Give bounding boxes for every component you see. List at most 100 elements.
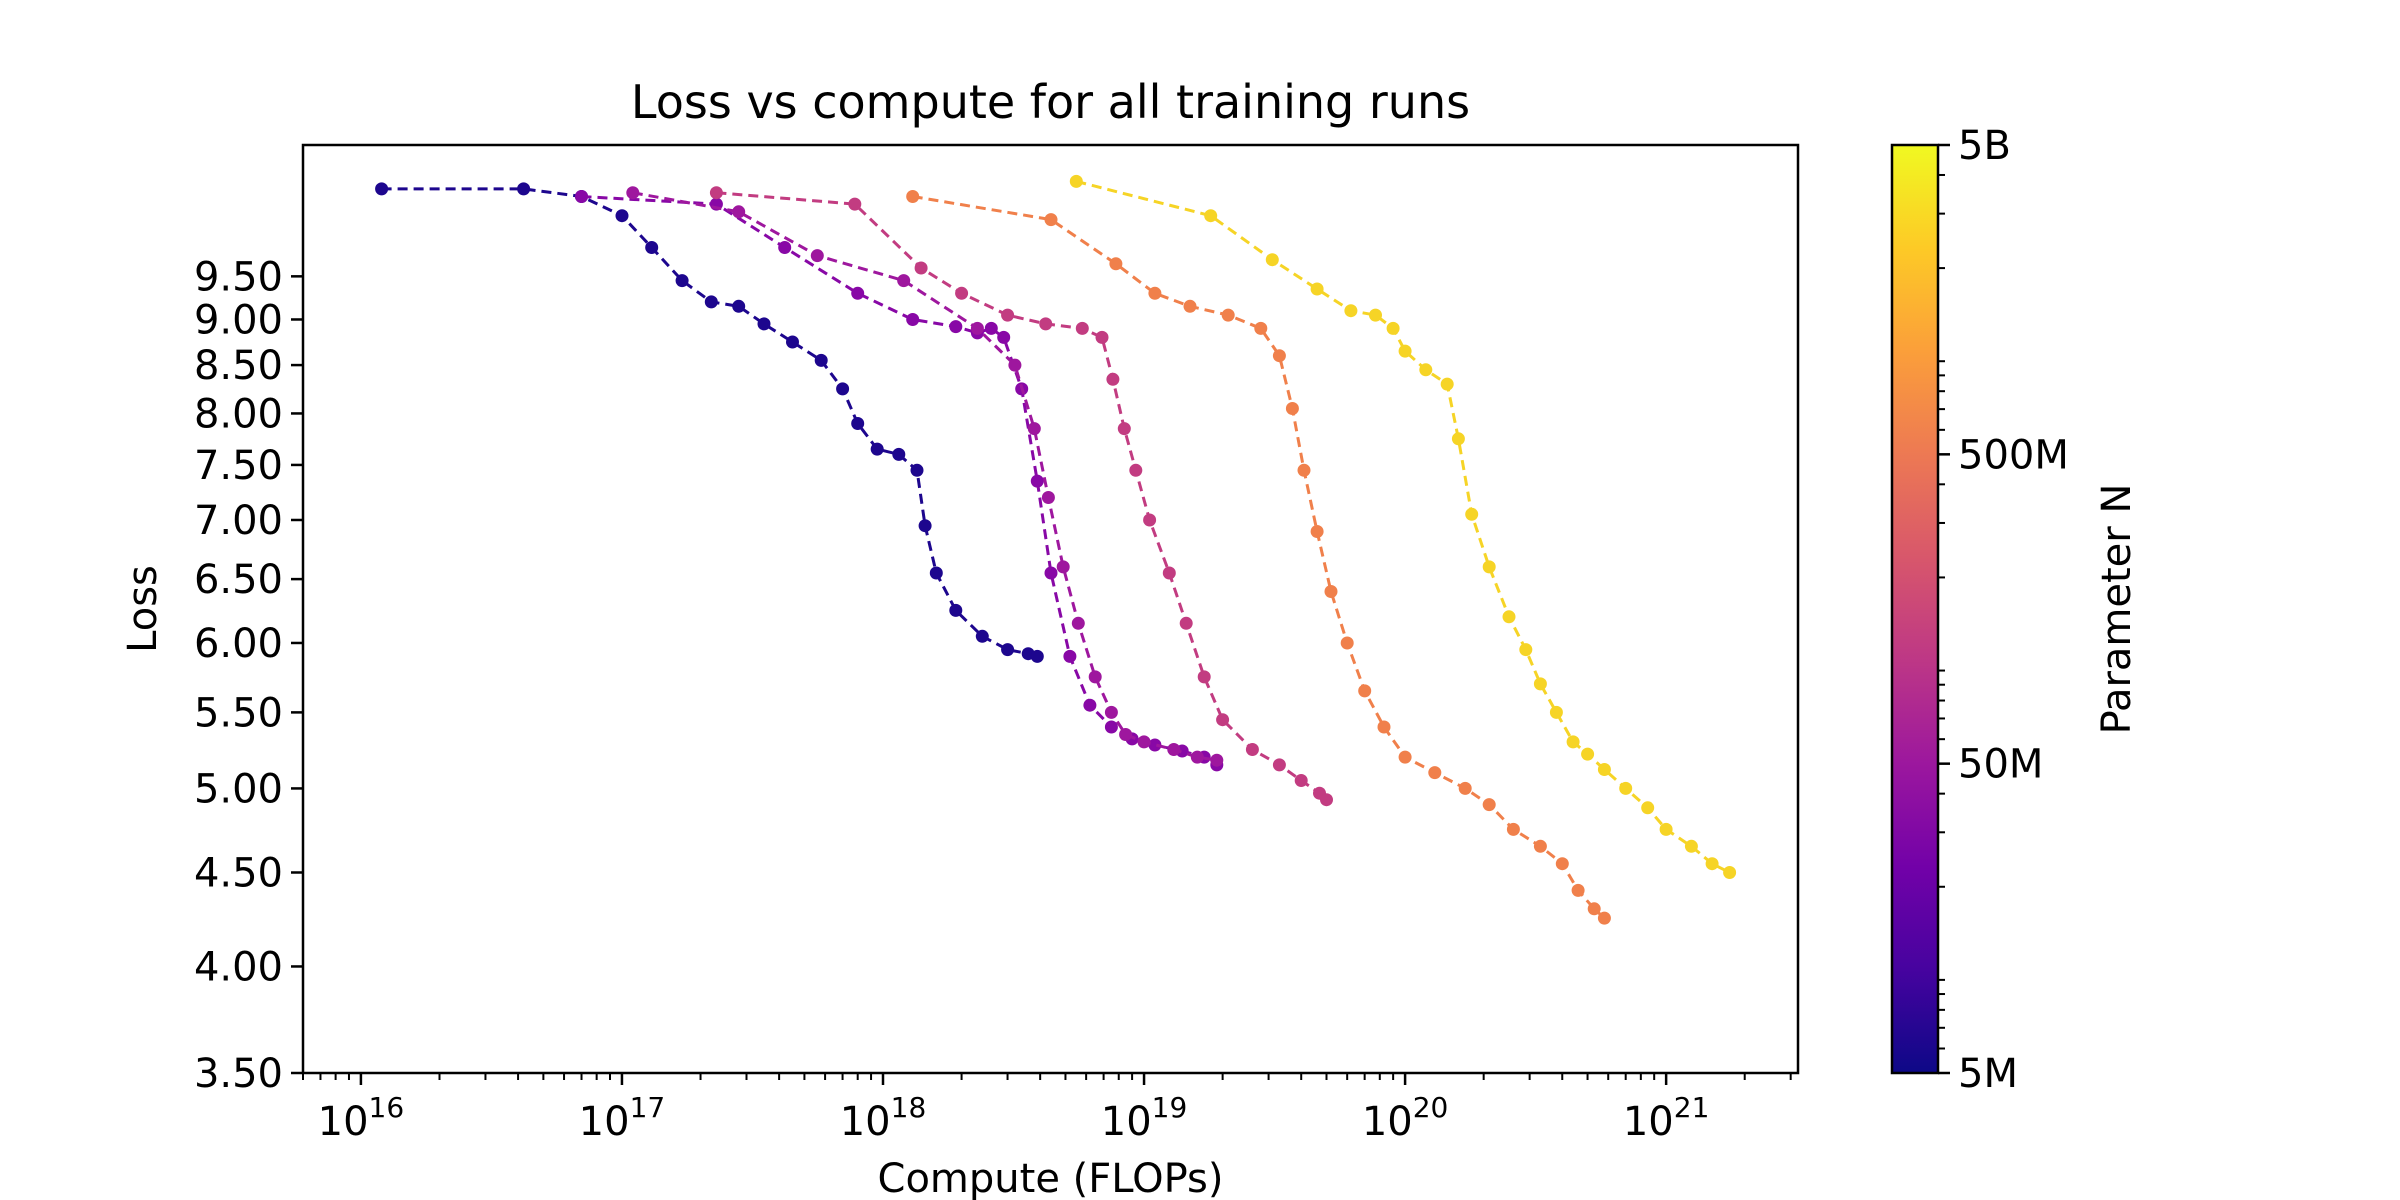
data-point: [1506, 822, 1520, 836]
y-tick-label: 9.50: [194, 254, 283, 300]
colorbar-tick-label: 500M: [1958, 432, 2069, 478]
series-6: [1069, 174, 1737, 879]
data-point: [517, 182, 531, 196]
data-point: [984, 321, 998, 335]
data-point: [1641, 801, 1655, 815]
data-point: [1148, 738, 1162, 752]
data-point: [1597, 763, 1611, 776]
colorbar-label: Parameter N: [2094, 484, 2140, 735]
chart-title: Loss vs compute for all training runs: [631, 75, 1470, 129]
data-point: [1294, 774, 1308, 787]
data-point: [955, 286, 969, 300]
y-tick-label: 8.00: [194, 391, 283, 437]
x-tick-label: 1016: [318, 1091, 405, 1145]
data-point: [1109, 257, 1123, 271]
data-point: [1398, 750, 1412, 764]
data-point: [1095, 330, 1109, 344]
data-point: [906, 190, 920, 203]
data-point: [1063, 649, 1077, 663]
data-point: [1358, 684, 1372, 698]
data-point: [778, 241, 792, 254]
series-3: [626, 186, 1224, 767]
series-1: [375, 182, 1044, 663]
data-point: [1482, 560, 1496, 574]
series-5: [906, 190, 1611, 925]
data-point: [1465, 507, 1479, 521]
data-point: [1106, 372, 1120, 386]
data-point: [1705, 857, 1719, 871]
y-axis-label: Loss: [120, 565, 166, 653]
y-tick-label: 7.50: [194, 443, 283, 489]
data-point: [1458, 781, 1472, 795]
y-tick-label: 4.50: [194, 850, 283, 896]
y-tick-label: 3.50: [194, 1051, 283, 1097]
colorbar-tick-label: 5M: [1958, 1051, 2018, 1097]
data-point: [1659, 822, 1673, 836]
data-point: [851, 417, 865, 430]
data-point: [1148, 286, 1162, 300]
data-point: [1369, 308, 1382, 322]
y-tick-label: 6.00: [194, 621, 283, 667]
data-point: [1088, 670, 1102, 684]
data-point: [1398, 344, 1412, 358]
data-point: [1008, 358, 1022, 372]
data-point: [1137, 735, 1151, 749]
x-tick-label: 1020: [1362, 1091, 1449, 1145]
data-point: [1167, 743, 1181, 756]
y-tick-label: 5.50: [194, 690, 283, 736]
data-point: [892, 447, 906, 461]
data-point: [1297, 463, 1311, 477]
data-point: [1285, 402, 1299, 415]
data-point: [1210, 753, 1224, 767]
y-tick-label: 6.50: [194, 557, 283, 603]
data-point: [810, 249, 824, 263]
data-point: [1083, 698, 1097, 712]
data-point: [375, 182, 389, 196]
data-point: [615, 209, 629, 223]
y-axis: 3.50 4.00 4.50 5.00 5.50 6.00 6.50 7.00 7.50 8.00…: [194, 254, 303, 1097]
series-4: [709, 186, 1333, 807]
data-point: [1044, 566, 1058, 580]
data-point: [1071, 616, 1085, 630]
colorbar-ticks: 5M 50M 500M 5B: [1938, 123, 2069, 1097]
data-point: [1502, 610, 1516, 624]
data-point: [1549, 705, 1563, 719]
data-point: [1069, 174, 1083, 188]
data-point: [1419, 363, 1433, 377]
data-point: [870, 442, 884, 456]
data-point: [1143, 513, 1157, 527]
colorbar-gradient: [1892, 145, 1938, 1073]
data-point: [910, 463, 924, 477]
data-point: [1272, 758, 1286, 772]
data-point: [1377, 720, 1391, 734]
data-point: [1119, 728, 1133, 741]
data-point: [732, 299, 746, 313]
data-point: [1117, 422, 1131, 436]
data-point: [848, 197, 862, 211]
data-point: [1245, 743, 1259, 756]
data-point: [970, 321, 984, 335]
data-point: [906, 313, 920, 326]
data-point: [1179, 616, 1193, 630]
colorbar: 5M 50M 500M 5B Parameter N: [1890, 123, 2140, 1097]
data-point: [929, 566, 943, 580]
data-point: [1030, 649, 1044, 663]
data-point: [1183, 299, 1197, 313]
data-point: [1587, 902, 1601, 916]
data-point: [1216, 713, 1230, 727]
data-point: [675, 274, 689, 288]
x-tick-label: 1017: [579, 1091, 666, 1145]
data-point: [1030, 474, 1044, 488]
data-point: [1344, 304, 1358, 318]
data-point: [732, 205, 746, 219]
y-tick-label: 9.00: [194, 297, 283, 343]
data-point: [645, 241, 659, 254]
data-point: [1190, 750, 1204, 764]
data-point: [1482, 798, 1496, 812]
x-tick-label: 1019: [1101, 1091, 1188, 1145]
series-layer: [375, 174, 1737, 925]
y-tick-label: 8.50: [194, 343, 283, 389]
data-point: [975, 629, 989, 643]
y-tick-label: 4.00: [194, 944, 283, 990]
data-point: [626, 186, 640, 200]
